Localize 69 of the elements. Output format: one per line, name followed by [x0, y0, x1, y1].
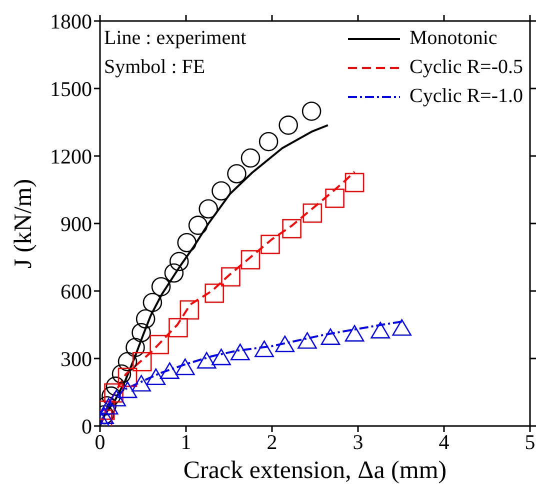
point [227, 164, 246, 184]
point [126, 338, 145, 358]
point [180, 300, 200, 320]
point [240, 250, 260, 270]
point [204, 284, 224, 303]
point [146, 368, 166, 386]
point [132, 322, 151, 342]
y-tick-label: 300 [60, 346, 92, 371]
x-tick-label: 5 [524, 430, 536, 454]
legend-label: Monotonic [410, 26, 498, 51]
point [298, 332, 317, 349]
x-tick-label: 2 [266, 430, 278, 454]
point [258, 132, 278, 152]
y-tick-label: 900 [60, 212, 92, 236]
y-axis-title: J (kN/m) [10, 178, 37, 268]
x-tick-label: 4 [438, 430, 450, 454]
point [392, 319, 412, 336]
point [150, 334, 169, 354]
x-tick-label: 3 [352, 430, 364, 454]
point [260, 234, 280, 254]
point [106, 376, 126, 396]
x-tick-label: 1 [180, 430, 192, 454]
point [212, 348, 231, 366]
point [278, 116, 298, 135]
point [112, 364, 132, 384]
annotation: Symbol : FE [104, 55, 206, 80]
point [230, 344, 250, 360]
y-tick-label: 600 [60, 279, 92, 304]
legend-label: Cyclic R=-0.5 [410, 55, 523, 80]
y-tick-label: 0 [82, 414, 92, 438]
point [177, 232, 197, 252]
point [302, 204, 322, 223]
point [164, 263, 184, 283]
point [275, 336, 295, 352]
point [344, 325, 364, 342]
point [169, 252, 189, 272]
legend-label: Cyclic R=-1.0 [410, 84, 523, 109]
point [282, 219, 302, 238]
point [102, 386, 121, 406]
point [106, 390, 126, 406]
point [188, 216, 208, 235]
y-tick-label: 1500 [50, 76, 92, 101]
point [142, 292, 162, 312]
point [240, 148, 260, 168]
point [118, 352, 138, 372]
point [118, 381, 138, 398]
point [196, 352, 216, 369]
point [344, 172, 364, 192]
point [168, 318, 188, 338]
point [302, 102, 322, 121]
point [104, 383, 124, 403]
point [132, 374, 151, 392]
point [370, 322, 390, 338]
point [320, 328, 340, 345]
point [254, 340, 274, 358]
point [175, 358, 195, 376]
point [221, 267, 240, 286]
y-tick-label: 1200 [50, 144, 92, 168]
point [151, 277, 171, 296]
x-axis-title: Crack extension, Δa (mm) [183, 457, 447, 484]
annotation: Line : experiment [104, 26, 246, 51]
point [118, 368, 138, 388]
point [136, 309, 156, 329]
point [325, 188, 344, 208]
point [198, 199, 218, 219]
point [160, 362, 180, 379]
point [132, 352, 152, 372]
point [212, 181, 231, 201]
y-tick-label: 1800 [50, 9, 92, 34]
